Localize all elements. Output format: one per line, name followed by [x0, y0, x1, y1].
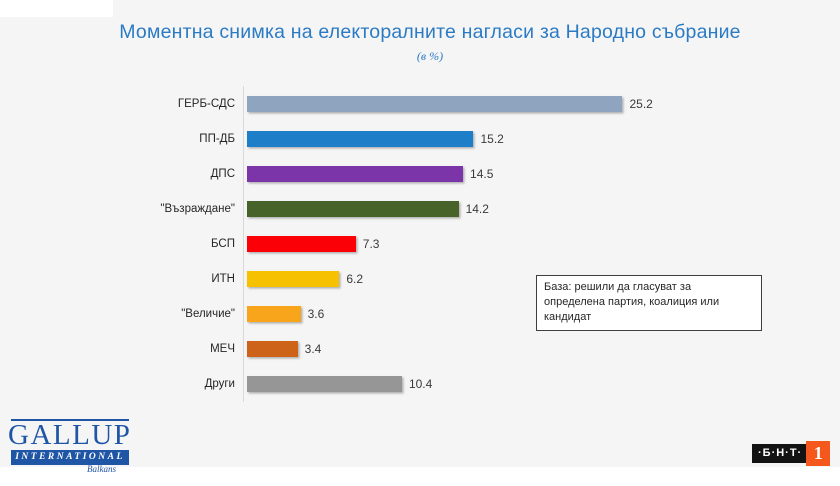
y-axis-line	[243, 86, 244, 402]
bar-value-label: 10.4	[408, 376, 433, 391]
bar-fill	[247, 165, 464, 182]
bar-value-label: 15.2	[480, 131, 504, 146]
bar-fill	[247, 200, 459, 217]
bar-category-label: ДПС	[210, 167, 235, 180]
bar-value-label: 25.2	[629, 96, 653, 111]
top-left-white-strip	[0, 0, 113, 17]
gallup-logo-rule	[11, 419, 129, 421]
bar-fill	[247, 130, 474, 147]
bar-fill	[247, 235, 356, 252]
bnt-logo-channel-number: 1	[806, 441, 831, 466]
bar-row: ИТН 6.2	[138, 261, 798, 296]
chart-subtitle: (в %)	[416, 49, 444, 63]
bar-category-label: ГЕРБ-СДС	[177, 97, 235, 110]
bar-fill	[247, 305, 301, 322]
bar-category-label: Други	[204, 377, 235, 390]
gallup-logo-name: GALLUP	[8, 419, 132, 451]
bar-fill	[247, 340, 298, 357]
bar-category-label: МЕЧ	[210, 342, 235, 355]
gallup-logo: GALLUP INTERNATIONAL Balkans	[8, 419, 130, 474]
bar-value-label: 3.6	[307, 306, 325, 321]
bar-rows: ГЕРБ-СДС 25.2 ПП-ДБ 15.2 ДПС 14.5 "Възраждане"…	[138, 86, 798, 401]
bar-row: МЕЧ 3.4	[138, 331, 798, 366]
bar-chart: ГЕРБ-СДС 25.2 ПП-ДБ 15.2 ДПС 14.5 "Възраждане"…	[138, 86, 798, 402]
base-note-text: База: решили да гласуват за определена п…	[544, 281, 720, 323]
bar-row: БСП 7.3	[138, 226, 798, 261]
bar-value-label: 14.2	[465, 201, 489, 216]
bnt-logo: ·Б·Н·Т· 1	[752, 441, 831, 466]
bar-value-label: 7.3	[362, 236, 380, 251]
bar-category-label: "Възраждане"	[160, 202, 235, 215]
bar-category-label: БСП	[211, 237, 235, 250]
bar-category-label: "Величие"	[181, 307, 235, 320]
gallup-logo-region: Balkans	[87, 464, 116, 474]
bar-row: "Величие" 3.6	[138, 296, 798, 331]
bar-row: ПП-ДБ 15.2	[138, 121, 798, 156]
bar-category-label: ИТН	[211, 272, 235, 285]
gallup-logo-international: INTERNATIONAL	[11, 450, 129, 465]
bar-value-label: 14.5	[470, 166, 494, 181]
bar-row: ДПС 14.5	[138, 156, 798, 191]
bar-fill	[247, 270, 340, 287]
bar-row: Други 10.4	[138, 366, 798, 401]
bar-category-label: ПП-ДБ	[199, 132, 235, 145]
base-note: База: решили да гласуват за определена п…	[536, 275, 762, 331]
bar-row: ГЕРБ-СДС 25.2	[138, 86, 798, 121]
bottom-white-strip	[0, 467, 840, 486]
bar-value-label: 6.2	[346, 271, 364, 286]
chart-title: Моментна снимка на електоралните нагласи…	[119, 21, 741, 43]
bar-row: "Възраждане" 14.2	[138, 191, 798, 226]
bnt-logo-wordmark: ·Б·Н·Т·	[752, 444, 811, 463]
bar-fill	[247, 375, 402, 392]
bar-value-label: 3.4	[304, 341, 322, 356]
bar-fill	[247, 95, 623, 112]
